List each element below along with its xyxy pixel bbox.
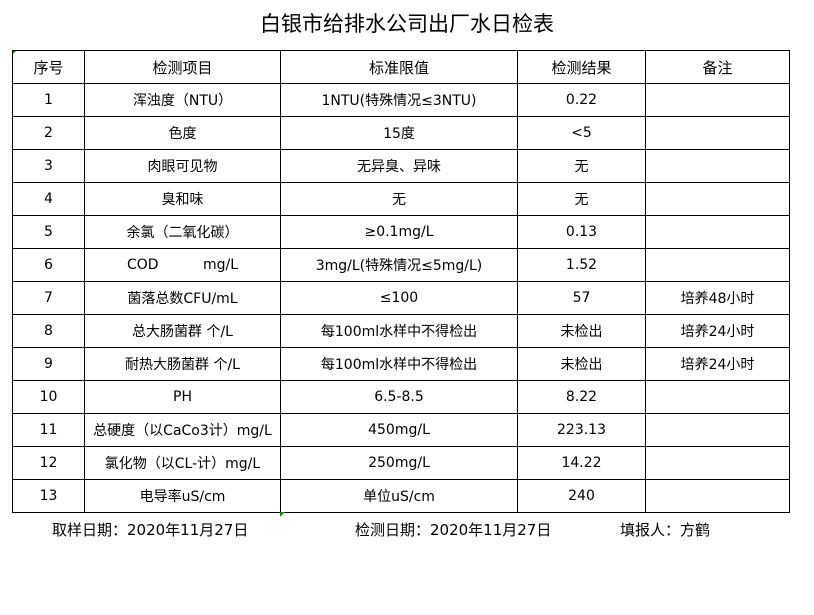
table-cell: 氯化物（以CL-计）mg/L xyxy=(84,446,281,480)
table-cell: 5 xyxy=(12,215,85,249)
table-cell: 未检出 xyxy=(517,314,646,348)
table-row: 2 色度 15度 <5 xyxy=(12,116,790,150)
table-cell: 总大肠菌群 个/L xyxy=(84,314,281,348)
table-cell: 8 xyxy=(12,314,85,348)
table-cell: 6 xyxy=(12,248,85,282)
sample-date: 取样日期：2020年11月27日 xyxy=(52,521,249,539)
table-cell: COD mg/L xyxy=(84,248,281,282)
table-cell xyxy=(645,116,790,150)
table-cell: ≤100 xyxy=(280,281,518,315)
page-title: 白银市给排水公司出厂水日检表 xyxy=(260,12,554,36)
test-date: 检测日期：2020年11月27日 xyxy=(355,521,552,539)
table-cell xyxy=(645,446,790,480)
table-row: 3 肉眼可见物 无异臭、异味无 xyxy=(12,149,790,183)
table-cell: 1.52 xyxy=(517,248,646,282)
table-cell: 浑浊度（NTU） xyxy=(84,83,281,117)
reporter: 填报人：方鹤 xyxy=(620,521,711,539)
table-row: 12 氯化物（以CL-计）mg/L 250mg/L 14.22 xyxy=(12,446,790,480)
table-cell: 色度 xyxy=(84,116,281,150)
cell-marker xyxy=(280,512,285,517)
table-cell: <5 xyxy=(517,116,646,150)
table-cell: ≥0.1mg/L xyxy=(280,215,518,249)
table-cell: 余氯（二氧化碳） xyxy=(84,215,281,249)
table-row: 11 总硬度（以CaCo3计）mg/L 450mg/L 223.13 xyxy=(12,413,790,447)
table-cell: 未检出 xyxy=(517,347,646,381)
table-cell: 单位uS/cm xyxy=(280,479,518,513)
table-cell: 3 xyxy=(12,149,85,183)
table-cell: 臭和味 xyxy=(84,182,281,216)
header-row: 序号 检测项目 标准限值 检测结果 备注 xyxy=(12,50,790,84)
table-cell xyxy=(645,479,790,513)
table-cell xyxy=(645,215,790,249)
table-cell: 1 xyxy=(12,83,85,117)
table-row: 10 PH 6.5-8.5 8.22 xyxy=(12,380,790,414)
table-row: 9 耐热大肠菌群 个/L 每100ml水样中不得检出 未检出 培养24小时 xyxy=(12,347,790,381)
table-cell: 总硬度（以CaCo3计）mg/L xyxy=(84,413,281,447)
table-cell: 450mg/L xyxy=(280,413,518,447)
table-cell: 14.22 xyxy=(517,446,646,480)
table-cell xyxy=(645,413,790,447)
table-cell: 223.13 xyxy=(517,413,646,447)
header-cell: 备注 xyxy=(645,50,790,84)
table-row: 6 COD mg/L 3mg/L(特殊情况≤5mg/L) 1.52 xyxy=(12,248,790,282)
table-cell: 培养24小时 xyxy=(645,314,790,348)
table-cell: 250mg/L xyxy=(280,446,518,480)
table-cell: 电导率uS/cm xyxy=(84,479,281,513)
inspection-table: 序号 检测项目 标准限值 检测结果 备注 1 浑浊度（NTU） 1NTU(特殊情况≤3NTU)… xyxy=(12,50,790,513)
table-cell: 240 xyxy=(517,479,646,513)
table-cell: 培养48小时 xyxy=(645,281,790,315)
table-row: 13 电导率uS/cm 单位uS/cm 240 xyxy=(12,479,790,513)
table-cell: 耐热大肠菌群 个/L xyxy=(84,347,281,381)
header-cell: 检测结果 xyxy=(517,50,646,84)
table-cell: 培养24小时 xyxy=(645,347,790,381)
table-cell: 7 xyxy=(12,281,85,315)
table-cell: 每100ml水样中不得检出 xyxy=(280,314,518,348)
table-cell: 10 xyxy=(12,380,85,414)
table-cell: 每100ml水样中不得检出 xyxy=(280,347,518,381)
table-cell: 菌落总数CFU/mL xyxy=(84,281,281,315)
table-cell xyxy=(645,380,790,414)
table-row: 5 余氯（二氧化碳） ≥0.1mg/L 0.13 xyxy=(12,215,790,249)
table-row: 1 浑浊度（NTU） 1NTU(特殊情况≤3NTU) 0.22 xyxy=(12,83,790,117)
table-cell: 2 xyxy=(12,116,85,150)
table-cell: 57 xyxy=(517,281,646,315)
table-cell xyxy=(645,248,790,282)
table-cell: 12 xyxy=(12,446,85,480)
table-cell: 无 xyxy=(517,149,646,183)
table-cell: 0.22 xyxy=(517,83,646,117)
header-cell: 标准限值 xyxy=(280,50,518,84)
table-cell: 无异臭、异味 xyxy=(280,149,518,183)
table-row: 7 菌落总数CFU/mL ≤100 57 培养48小时 xyxy=(12,281,790,315)
table-row: 8 总大肠菌群 个/L 每100ml水样中不得检出 未检出 培养24小时 xyxy=(12,314,790,348)
table-cell: 9 xyxy=(12,347,85,381)
table-cell xyxy=(645,182,790,216)
table-cell: 肉眼可见物 xyxy=(84,149,281,183)
table-cell: 13 xyxy=(12,479,85,513)
table-cell: 15度 xyxy=(280,116,518,150)
table-cell: 0.13 xyxy=(517,215,646,249)
table-cell xyxy=(645,83,790,117)
table-cell: 11 xyxy=(12,413,85,447)
table-cell: 8.22 xyxy=(517,380,646,414)
header-cell: 序号 xyxy=(12,50,85,84)
table-cell xyxy=(645,149,790,183)
table-cell: PH xyxy=(84,380,281,414)
table-cell: 1NTU(特殊情况≤3NTU) xyxy=(280,83,518,117)
table-cell: 3mg/L(特殊情况≤5mg/L) xyxy=(280,248,518,282)
table-cell: 无 xyxy=(280,182,518,216)
table-cell: 无 xyxy=(517,182,646,216)
table-row: 4 臭和味无无 xyxy=(12,182,790,216)
table-cell: 6.5-8.5 xyxy=(280,380,518,414)
table-cell: 4 xyxy=(12,182,85,216)
header-cell: 检测项目 xyxy=(84,50,281,84)
